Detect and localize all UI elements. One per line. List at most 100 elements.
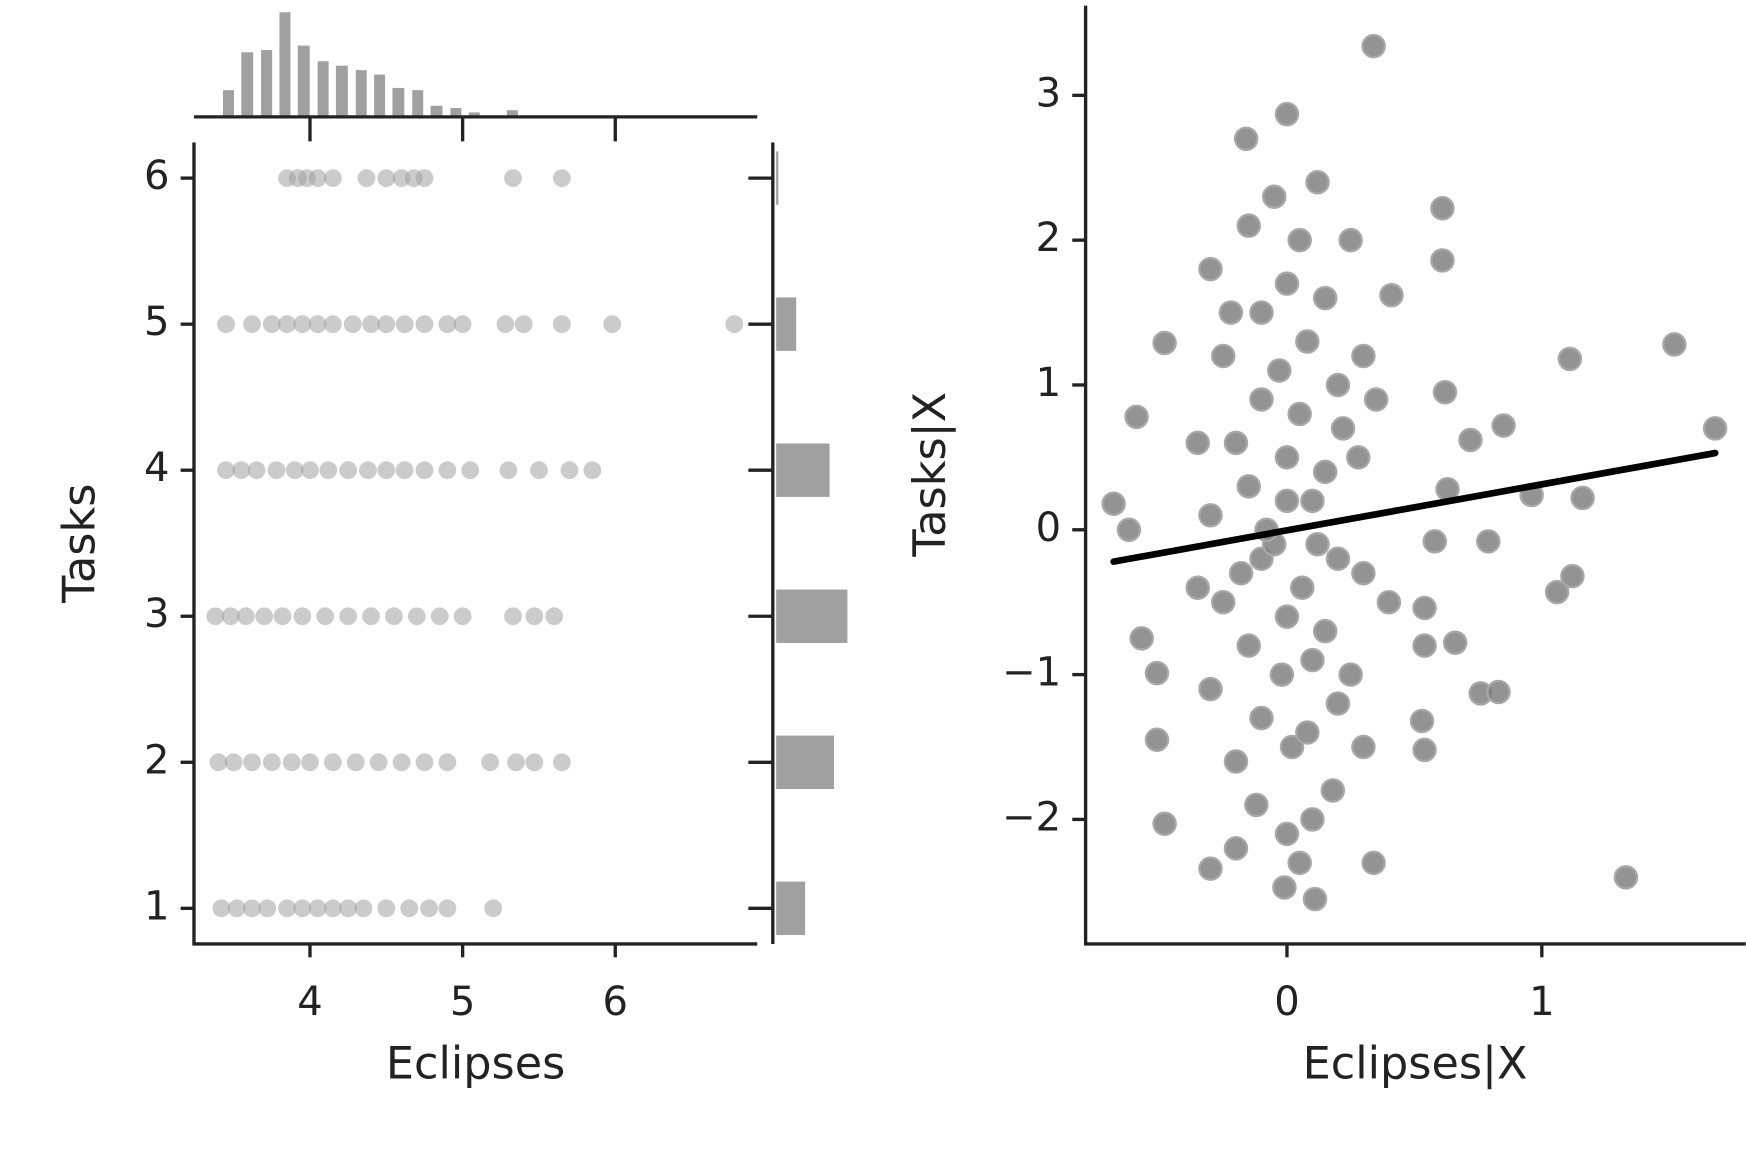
point — [1198, 856, 1223, 881]
point — [1325, 546, 1351, 571]
point — [453, 607, 472, 626]
point — [224, 753, 243, 772]
point — [1267, 358, 1292, 383]
point — [560, 461, 579, 480]
point — [258, 899, 277, 918]
point — [1351, 560, 1376, 586]
point — [415, 315, 434, 334]
point — [453, 315, 472, 334]
point — [1613, 865, 1639, 890]
hist-bar — [468, 112, 480, 117]
point — [545, 607, 564, 626]
x-tick-label: 1 — [1529, 979, 1555, 1025]
point — [243, 315, 261, 334]
point — [1287, 227, 1312, 253]
point — [395, 315, 414, 334]
point — [725, 315, 744, 334]
axis-spine — [1083, 5, 1746, 946]
point — [359, 461, 377, 480]
point — [1702, 416, 1728, 441]
point — [323, 315, 342, 334]
point — [1570, 485, 1595, 511]
point — [583, 461, 602, 480]
point — [1152, 811, 1177, 837]
point — [1300, 488, 1325, 514]
point — [267, 461, 286, 480]
point — [377, 461, 396, 480]
point — [1300, 807, 1325, 832]
point — [1287, 401, 1312, 427]
hist-bar — [335, 65, 348, 117]
point — [1261, 184, 1287, 209]
point — [1228, 560, 1254, 586]
point — [1412, 737, 1437, 763]
point — [1338, 227, 1363, 253]
point — [1422, 529, 1448, 554]
x-tick-label: 6 — [603, 979, 629, 1025]
point — [377, 169, 396, 188]
point — [400, 899, 419, 918]
point — [369, 753, 388, 772]
hist-bar — [297, 45, 310, 117]
point — [243, 899, 261, 918]
point — [362, 607, 380, 626]
point — [316, 607, 335, 626]
point — [1274, 445, 1300, 470]
hist-bar — [412, 90, 424, 117]
point — [1272, 875, 1297, 900]
point — [206, 607, 225, 626]
point — [504, 169, 522, 188]
point — [232, 461, 251, 480]
point — [308, 315, 327, 334]
y-tick-label: 0 — [1036, 505, 1062, 551]
x-tick-label: 5 — [450, 979, 476, 1025]
point — [1223, 836, 1249, 861]
point — [319, 461, 338, 480]
point — [438, 461, 457, 480]
y-tick-label: 1 — [144, 883, 169, 929]
point — [1560, 563, 1585, 589]
point — [346, 753, 365, 772]
hist-bar — [392, 87, 405, 117]
point — [1295, 329, 1320, 354]
point — [339, 607, 358, 626]
hist-bar — [776, 297, 797, 351]
point — [1409, 708, 1435, 734]
point — [1351, 343, 1376, 369]
hist-bar — [776, 589, 848, 643]
point — [323, 899, 342, 918]
x-axis-label: Eclipses — [386, 1038, 565, 1089]
point — [323, 753, 342, 772]
point — [438, 315, 457, 334]
hist-bar — [261, 50, 273, 117]
point — [1152, 330, 1177, 356]
point — [1274, 488, 1300, 514]
point — [357, 169, 376, 188]
point — [262, 315, 281, 334]
point — [282, 753, 301, 772]
point — [293, 315, 312, 334]
point — [1432, 379, 1458, 405]
point — [504, 607, 522, 626]
point — [273, 607, 292, 626]
point — [1129, 626, 1154, 651]
point — [354, 899, 373, 918]
y-tick-label: −1 — [1002, 650, 1061, 696]
point — [1249, 705, 1274, 731]
point — [1338, 662, 1363, 687]
point — [395, 461, 414, 480]
point — [1185, 575, 1210, 600]
point — [514, 315, 533, 334]
point — [301, 753, 319, 772]
point — [343, 315, 362, 334]
point — [1430, 196, 1455, 221]
y-axis-label: Tasks|X — [905, 392, 956, 558]
point — [1312, 459, 1338, 485]
hist-bar — [430, 105, 443, 117]
point — [247, 461, 266, 480]
point — [1198, 256, 1223, 282]
point — [438, 899, 457, 918]
point — [209, 753, 228, 772]
point — [1361, 850, 1386, 876]
